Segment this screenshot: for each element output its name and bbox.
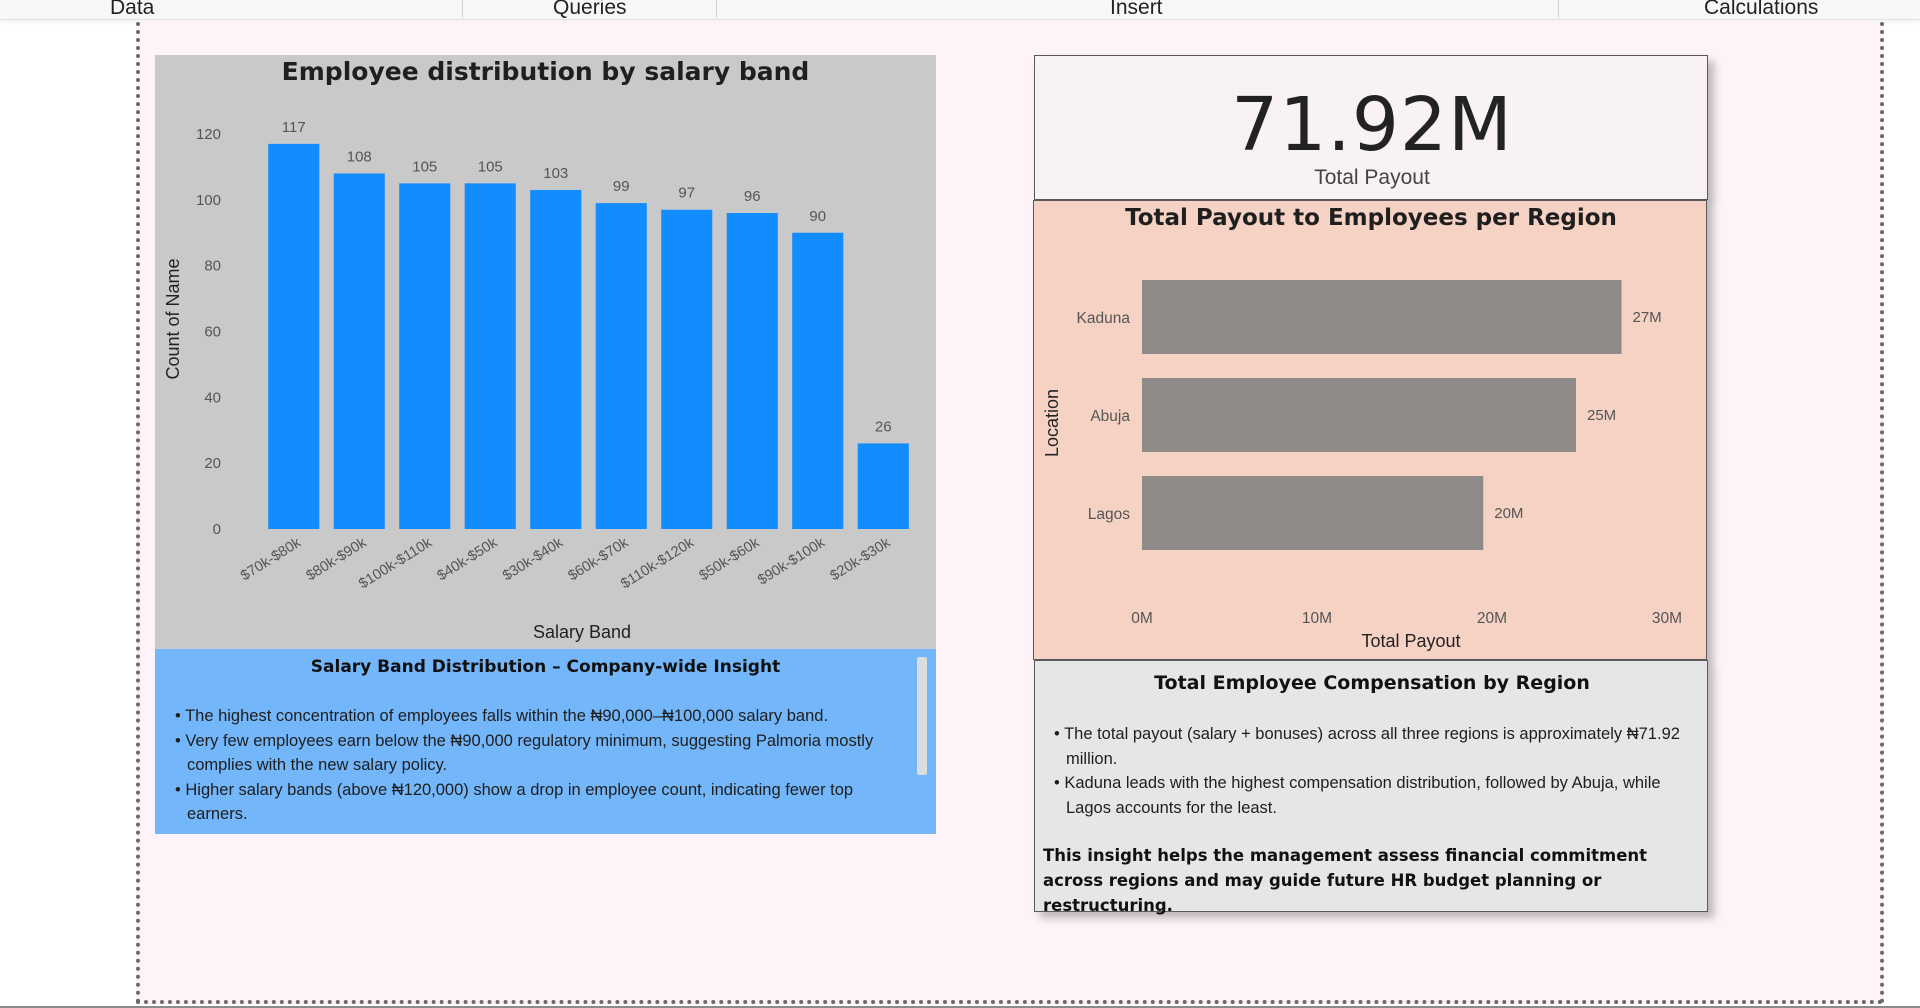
- data-label: 97: [678, 185, 695, 202]
- x-axis-label: Salary Band: [533, 622, 631, 642]
- data-label: 96: [744, 188, 761, 205]
- bar: [792, 232, 844, 529]
- data-label: 90: [809, 208, 826, 225]
- salary-insight-box[interactable]: Salary Band Distribution – Company-wide …: [155, 649, 936, 834]
- y-tick-label: 40: [204, 389, 221, 406]
- ribbon-bar: Data Queries Insert Calculations: [0, 0, 1920, 20]
- y-tick-label: 60: [204, 324, 221, 341]
- x-tick-label: $30k-$40k: [500, 534, 567, 584]
- salary-insight-scrollbar[interactable]: [917, 657, 927, 775]
- salary-insight-list: • The highest concentration of employees…: [175, 704, 915, 827]
- region-chart-plot: Total Payout to Employees per Region 27M K…: [1042, 205, 1682, 651]
- x-tick-label: $110k-$120k: [618, 534, 697, 592]
- region-chart-title: Total Payout to Employees per Region: [1125, 205, 1617, 231]
- x-tick-label: 30M: [1652, 610, 1682, 627]
- salary-insight-title: Salary Band Distribution – Company-wide …: [310, 657, 781, 677]
- x-tick-label: $40k-$50k: [434, 534, 501, 584]
- bar: [857, 443, 909, 529]
- data-label: 103: [543, 165, 568, 182]
- salary-chart-title: Employee distribution by salary band: [281, 57, 810, 86]
- list-item: • Higher salary bands (above ₦120,000) s…: [175, 780, 854, 824]
- tab-calculations[interactable]: Calculations: [1704, 0, 1819, 19]
- x-tick-label: $90k-$100k: [755, 534, 828, 588]
- region-payout-chart[interactable]: Total Payout to Employees per Region 27M K…: [1033, 200, 1707, 660]
- bar: [1142, 476, 1484, 550]
- x-axis-label: Total Payout: [1361, 631, 1460, 651]
- bar: [464, 183, 516, 529]
- y-tick-label: 20: [204, 455, 221, 472]
- x-tick-label: $100k-$110k: [356, 534, 435, 592]
- y-tick-label: Kaduna: [1077, 310, 1131, 327]
- data-label: 108: [347, 149, 372, 166]
- ribbon-divider: [462, 0, 463, 18]
- y-axis-label: Location: [1042, 389, 1062, 457]
- data-label: 105: [412, 158, 437, 175]
- data-label: 99: [613, 178, 630, 195]
- y-axis-label: Count of Name: [163, 258, 183, 379]
- y-tick-label: 100: [196, 192, 221, 209]
- bar: [1142, 378, 1576, 452]
- ribbon-divider: [1558, 0, 1559, 18]
- data-label: 117: [282, 119, 306, 136]
- data-label: 20M: [1494, 505, 1523, 522]
- data-label: 105: [478, 158, 503, 175]
- x-tick-label: 10M: [1302, 610, 1332, 627]
- bar: [399, 183, 451, 529]
- y-tick-label: 0: [213, 521, 221, 538]
- canvas-bottom-edge: [0, 1006, 1920, 1008]
- list-item: • Very few employees earn below the ₦90,…: [175, 731, 874, 775]
- y-tick-label: 120: [196, 126, 221, 143]
- y-tick-label: 80: [204, 258, 221, 275]
- y-tick-label: Abuja: [1090, 408, 1130, 425]
- bar: [268, 143, 320, 529]
- bar: [1142, 280, 1622, 354]
- total-payout-value: 71.92M: [1231, 82, 1513, 168]
- list-item: • The highest concentration of employees…: [175, 707, 829, 725]
- salary-band-chart[interactable]: Employee distribution by salary band 0 20…: [155, 55, 936, 649]
- data-label: 26: [875, 418, 892, 435]
- tab-insert[interactable]: Insert: [1110, 0, 1163, 19]
- compensation-insight-box[interactable]: Total Employee Compensation by Region • …: [1034, 660, 1708, 915]
- compensation-insight-title: Total Employee Compensation by Region: [1154, 672, 1590, 694]
- tab-data[interactable]: Data: [110, 0, 155, 19]
- bar: [333, 173, 385, 529]
- compensation-insight-list: • The total payout (salary + bonuses) ac…: [1054, 722, 1694, 820]
- x-tick-label: $70k-$80k: [238, 534, 305, 584]
- x-tick-label: 0M: [1131, 610, 1153, 627]
- list-item: • Kaduna leads with the highest compensa…: [1054, 774, 1661, 817]
- data-label: 25M: [1587, 407, 1616, 424]
- tab-queries[interactable]: Queries: [553, 0, 627, 19]
- y-tick-label: Lagos: [1088, 506, 1130, 523]
- list-item: • The total payout (salary + bonuses) ac…: [1054, 725, 1680, 768]
- bar: [661, 209, 713, 530]
- compensation-insight-note: This insight helps the management assess…: [1043, 846, 1648, 915]
- ribbon-divider: [716, 0, 717, 18]
- data-label: 27M: [1633, 309, 1662, 326]
- x-tick-label: 20M: [1477, 610, 1507, 627]
- x-tick-label: $50k-$60k: [696, 534, 763, 584]
- total-payout-card[interactable]: 71.92M Total Payout: [1034, 55, 1708, 200]
- bar: [726, 213, 778, 529]
- x-tick-label: $20k-$30k: [827, 534, 894, 584]
- bar: [530, 189, 582, 530]
- bar: [595, 203, 647, 529]
- total-payout-label: Total Payout: [1314, 166, 1430, 189]
